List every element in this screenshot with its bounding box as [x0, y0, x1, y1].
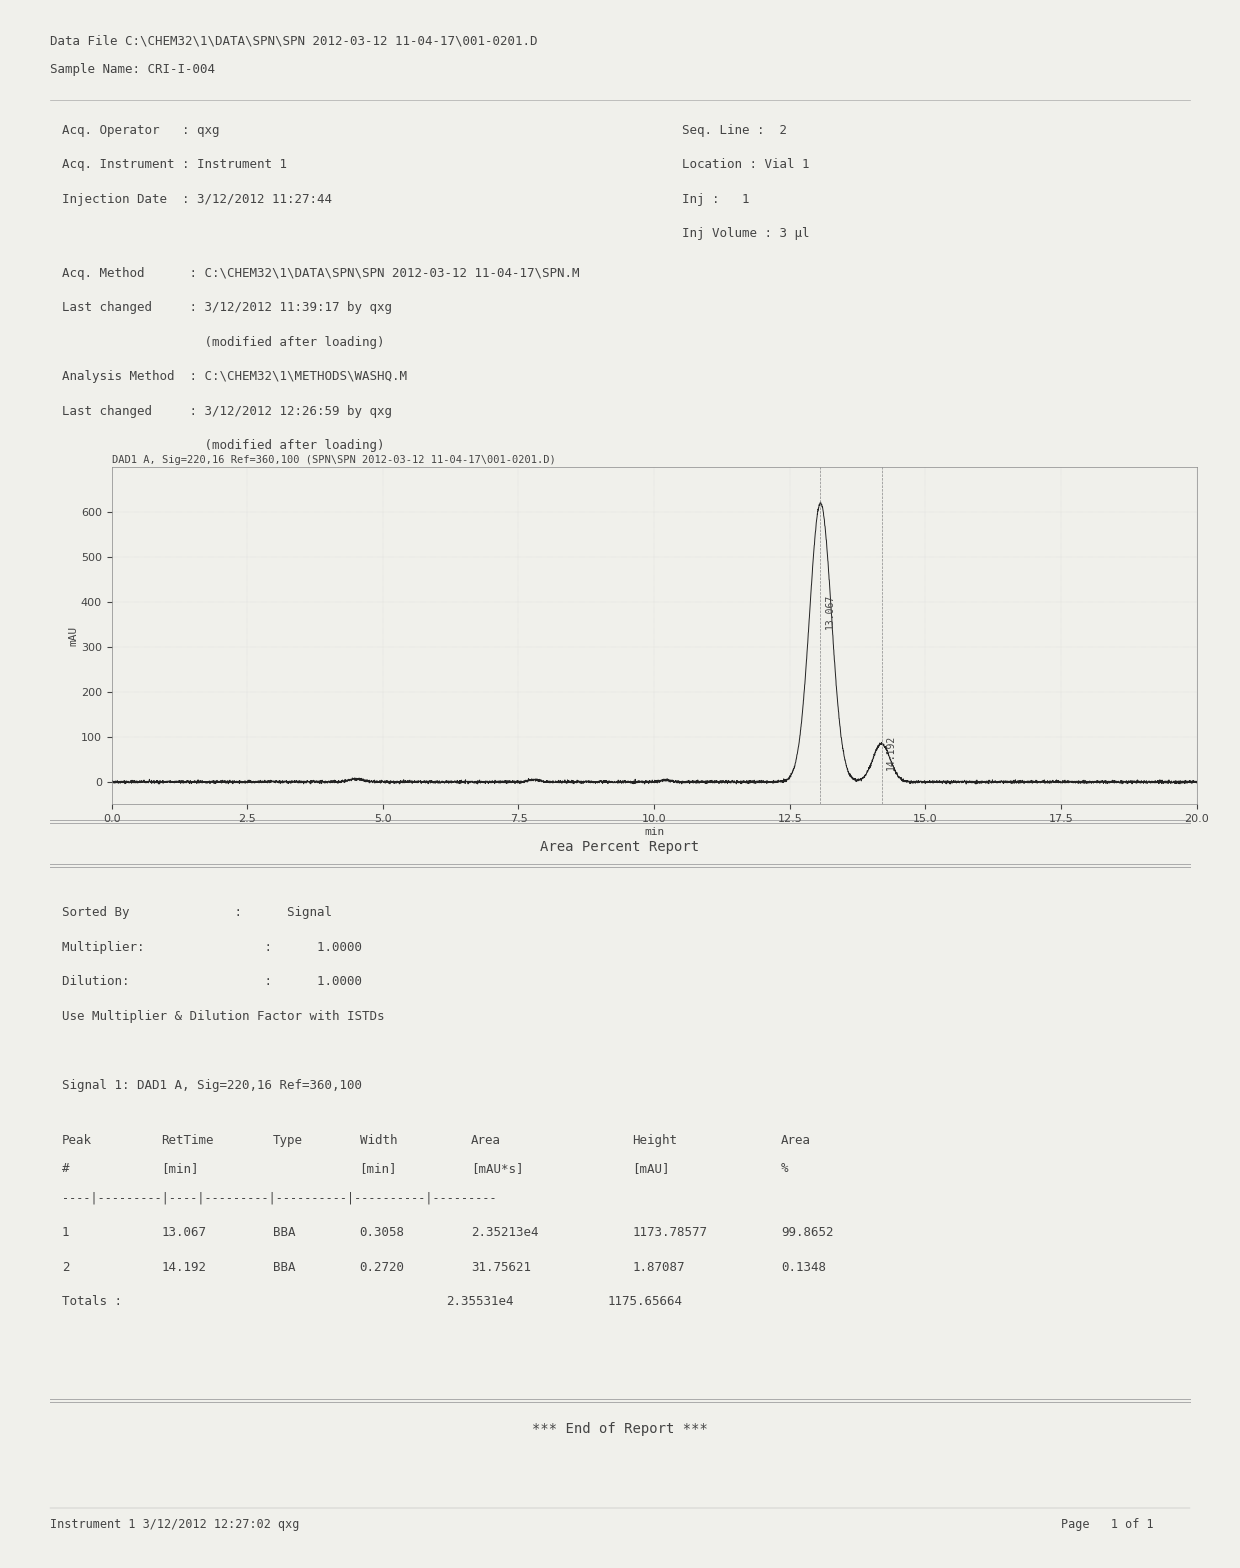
Text: 1175.65664: 1175.65664 [608, 1295, 682, 1308]
Text: 0.2720: 0.2720 [360, 1261, 404, 1273]
Text: Use Multiplier & Dilution Factor with ISTDs: Use Multiplier & Dilution Factor with IS… [62, 1010, 384, 1022]
Text: 1173.78577: 1173.78577 [632, 1226, 707, 1239]
Text: Injection Date  : 3/12/2012 11:27:44: Injection Date : 3/12/2012 11:27:44 [62, 193, 332, 205]
Text: 14.192: 14.192 [161, 1261, 206, 1273]
Text: BBA: BBA [273, 1226, 295, 1239]
Text: Totals :: Totals : [62, 1295, 122, 1308]
Text: *** End of Report ***: *** End of Report *** [532, 1422, 708, 1436]
X-axis label: min: min [644, 826, 665, 837]
Text: Type: Type [273, 1134, 303, 1146]
Text: DAD1 A, Sig=220,16 Ref=360,100 (SPN\SPN 2012-03-12 11-04-17\001-0201.D): DAD1 A, Sig=220,16 Ref=360,100 (SPN\SPN … [112, 455, 556, 466]
Text: Inj Volume : 3 μl: Inj Volume : 3 μl [682, 227, 810, 240]
Text: Last changed     : 3/12/2012 12:26:59 by qxg: Last changed : 3/12/2012 12:26:59 by qxg [62, 405, 392, 417]
Text: 2: 2 [62, 1261, 69, 1273]
Text: Page   1 of 1: Page 1 of 1 [1060, 1518, 1153, 1530]
Text: [mAU]: [mAU] [632, 1162, 670, 1174]
Text: Area Percent Report: Area Percent Report [541, 840, 699, 855]
Text: 13.067: 13.067 [825, 593, 835, 629]
Text: Data File C:\CHEM32\1\DATA\SPN\SPN 2012-03-12 11-04-17\001-0201.D: Data File C:\CHEM32\1\DATA\SPN\SPN 2012-… [50, 34, 537, 47]
Text: Multiplier:                :      1.0000: Multiplier: : 1.0000 [62, 941, 362, 953]
Text: Sample Name: CRI-I-004: Sample Name: CRI-I-004 [50, 63, 215, 75]
Text: ----|---------|----|---------|----------|----------|---------: ----|---------|----|---------|----------… [62, 1192, 497, 1204]
Text: %: % [781, 1162, 789, 1174]
Text: #: # [62, 1162, 69, 1174]
Text: Last changed     : 3/12/2012 11:39:17 by qxg: Last changed : 3/12/2012 11:39:17 by qxg [62, 301, 392, 314]
Text: Area: Area [471, 1134, 501, 1146]
Text: Inj :   1: Inj : 1 [682, 193, 749, 205]
Text: 31.75621: 31.75621 [471, 1261, 531, 1273]
Text: Area: Area [781, 1134, 811, 1146]
Text: 0.3058: 0.3058 [360, 1226, 404, 1239]
Text: 13.067: 13.067 [161, 1226, 206, 1239]
Text: 14.192: 14.192 [885, 735, 895, 770]
Text: [min]: [min] [360, 1162, 397, 1174]
Text: RetTime: RetTime [161, 1134, 213, 1146]
Text: (modified after loading): (modified after loading) [62, 336, 384, 348]
Text: Acq. Method      : C:\CHEM32\1\DATA\SPN\SPN 2012-03-12 11-04-17\SPN.M: Acq. Method : C:\CHEM32\1\DATA\SPN\SPN 2… [62, 267, 579, 279]
Text: 0.1348: 0.1348 [781, 1261, 826, 1273]
Text: 2.35213e4: 2.35213e4 [471, 1226, 538, 1239]
Text: Acq. Instrument : Instrument 1: Acq. Instrument : Instrument 1 [62, 158, 286, 171]
Text: Location : Vial 1: Location : Vial 1 [682, 158, 810, 171]
Text: Dilution:                  :      1.0000: Dilution: : 1.0000 [62, 975, 362, 988]
Text: Signal 1: DAD1 A, Sig=220,16 Ref=360,100: Signal 1: DAD1 A, Sig=220,16 Ref=360,100 [62, 1079, 362, 1091]
Text: (modified after loading): (modified after loading) [62, 439, 384, 452]
Text: Analysis Method  : C:\CHEM32\1\METHODS\WASHQ.M: Analysis Method : C:\CHEM32\1\METHODS\WA… [62, 370, 407, 383]
Text: 1.87087: 1.87087 [632, 1261, 684, 1273]
Text: BBA: BBA [273, 1261, 295, 1273]
Y-axis label: mAU: mAU [68, 626, 78, 646]
Text: 99.8652: 99.8652 [781, 1226, 833, 1239]
Text: 1: 1 [62, 1226, 69, 1239]
Text: Instrument 1 3/12/2012 12:27:02 qxg: Instrument 1 3/12/2012 12:27:02 qxg [50, 1518, 299, 1530]
Text: Width: Width [360, 1134, 397, 1146]
Text: Sorted By              :      Signal: Sorted By : Signal [62, 906, 332, 919]
Text: Peak: Peak [62, 1134, 92, 1146]
Text: Acq. Operator   : qxg: Acq. Operator : qxg [62, 124, 219, 136]
Text: Height: Height [632, 1134, 677, 1146]
Text: 2.35531e4: 2.35531e4 [446, 1295, 513, 1308]
Text: Seq. Line :  2: Seq. Line : 2 [682, 124, 787, 136]
Text: [mAU*s]: [mAU*s] [471, 1162, 523, 1174]
Text: [min]: [min] [161, 1162, 198, 1174]
